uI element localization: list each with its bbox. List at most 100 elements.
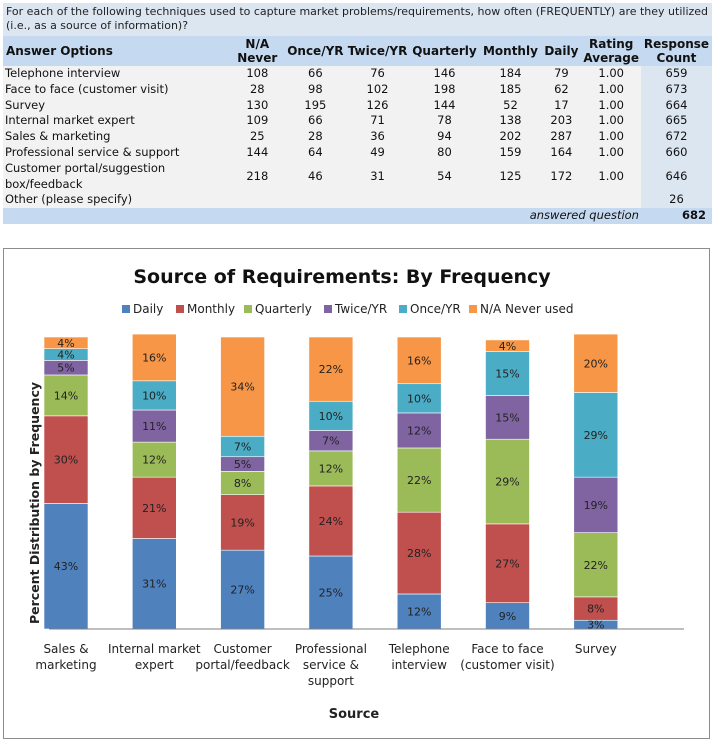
x-tick-label-line: portal/feedback: [195, 658, 290, 672]
survey-table-body: Telephone interview 108 66 76 146 184 79 1.00 65…: [3, 66, 712, 209]
cell-na: 108: [229, 66, 286, 82]
cell-count: 660: [640, 144, 712, 161]
legend-item: Quarterly: [244, 302, 312, 316]
data-label: 10%: [319, 410, 343, 423]
cell-quarterly: 144: [409, 97, 480, 114]
data-label: 29%: [495, 476, 519, 489]
data-label: 3%: [587, 619, 604, 632]
legend-item: Daily: [122, 302, 163, 316]
data-label: 31%: [142, 578, 166, 591]
table-row: Internal market expert 109 66 71 78 138 203 1.0…: [3, 113, 712, 130]
cell-twice: 102: [345, 81, 410, 98]
cell-twice: 31: [345, 160, 410, 193]
table-row: Telephone interview 108 66 76 146 184 79 1.00 65…: [3, 66, 712, 82]
x-tick-label: Sales & marketing: [35, 642, 96, 672]
bar-segment: [396, 383, 442, 414]
survey-table-section: For each of the following techniques use…: [3, 3, 712, 225]
chart-container: Source of Requirements: By Frequency Dai…: [3, 248, 710, 739]
data-label: 11%: [142, 420, 166, 433]
legend-item: N/A Never used: [469, 302, 574, 316]
chart-bars: 43%30%14%5%4%4%31%21%12%11%10%16%27%19%8…: [43, 333, 619, 632]
x-tick-label-line: Customer: [213, 642, 271, 656]
cell-daily: 17: [541, 97, 582, 114]
survey-table: Answer Options N/A Never Once/YR Twice/YR…: [3, 36, 712, 225]
data-label: 19%: [584, 499, 608, 512]
legend-label: Once/YR: [410, 302, 461, 316]
legend-swatch: [122, 305, 130, 313]
data-label: 19%: [230, 516, 254, 529]
cell-option: Professional service & support: [3, 144, 230, 161]
data-label: 27%: [495, 557, 519, 570]
bar-segment: [308, 450, 354, 487]
data-label: 15%: [495, 411, 519, 424]
data-label: 24%: [319, 515, 343, 528]
x-tick-label-line: service &: [303, 658, 359, 672]
cell-count: 646: [640, 160, 712, 193]
legend-swatch: [244, 305, 252, 313]
cell-twice: 36: [345, 129, 410, 145]
bar-segment: [132, 476, 177, 539]
data-label: 16%: [407, 354, 431, 367]
cell-twice: [345, 192, 410, 209]
x-tick-label-line: interview: [391, 658, 447, 672]
x-tick-label-line: Internal market: [108, 642, 201, 656]
cell-option: Survey: [3, 97, 230, 114]
data-label: 30%: [54, 454, 78, 467]
header-answer-options: Answer Options: [3, 36, 230, 66]
answered-question-value: 682: [640, 208, 712, 225]
data-label: 43%: [54, 560, 78, 573]
bar-segment: [396, 511, 442, 595]
cell-daily: 203: [541, 113, 582, 130]
cell-rating: 1.00: [581, 160, 641, 193]
cell-monthly: 52: [479, 97, 542, 114]
cell-rating: 1.00: [581, 66, 641, 82]
data-label: 12%: [407, 424, 431, 437]
table-row: Professional service & support 144 64 49 80 1…: [3, 144, 712, 161]
cell-twice: 71: [345, 113, 410, 130]
cell-quarterly: 80: [409, 144, 480, 161]
cell-once: 195: [285, 97, 346, 114]
cell-once: 46: [285, 160, 346, 193]
cell-monthly: 202: [479, 129, 542, 145]
cell-twice: 49: [345, 144, 410, 161]
cell-count: 659: [640, 66, 712, 82]
legend-label: Quarterly: [255, 302, 312, 316]
table-row: Other (please specify) 26: [3, 192, 712, 209]
table-row: Survey 130 195 126 144 52 17 1.00 664: [3, 97, 712, 114]
x-tick-label-line: Survey: [575, 642, 617, 656]
data-label: 4%: [499, 340, 516, 353]
header-rating-line2: Average: [583, 51, 639, 65]
x-tick-label: Face to face (customer visit): [460, 642, 554, 672]
bar-segment: [43, 415, 89, 504]
data-label: 29%: [584, 429, 608, 442]
bar-segment: [573, 476, 619, 533]
bar-segment: [132, 380, 177, 411]
bar-segment: [573, 333, 619, 393]
data-label: 12%: [319, 462, 343, 475]
cell-option: Sales & marketing: [3, 129, 230, 145]
data-label: 34%: [230, 381, 254, 394]
cell-count: 672: [640, 129, 712, 145]
data-label: 7%: [234, 441, 251, 454]
x-axis-title: Source: [329, 707, 380, 722]
header-response-count: Response Count: [640, 36, 712, 66]
survey-question: For each of the following techniques use…: [3, 3, 712, 36]
cell-rating: [581, 192, 641, 209]
header-response-line2: Count: [656, 51, 697, 65]
chart-title: Source of Requirements: By Frequency: [133, 266, 551, 288]
cell-quarterly: 94: [409, 129, 480, 145]
cell-monthly: 159: [479, 144, 542, 161]
cell-option: Internal market expert: [3, 113, 230, 130]
table-header-row: Answer Options N/A Never Once/YR Twice/YR…: [3, 36, 712, 66]
data-label: 25%: [319, 587, 343, 600]
legend-item: Monthly: [176, 302, 235, 316]
cell-option: Face to face (customer visit): [3, 81, 230, 98]
data-label: 7%: [322, 435, 339, 448]
x-tick-label-line: Face to face: [471, 642, 543, 656]
data-label: 4%: [57, 337, 74, 350]
cell-monthly: 125: [479, 160, 542, 193]
bar-segment: [43, 503, 89, 630]
bar-segment: [573, 532, 619, 598]
data-label: 21%: [142, 502, 166, 515]
x-tick-label: Professional service & support: [295, 642, 367, 688]
